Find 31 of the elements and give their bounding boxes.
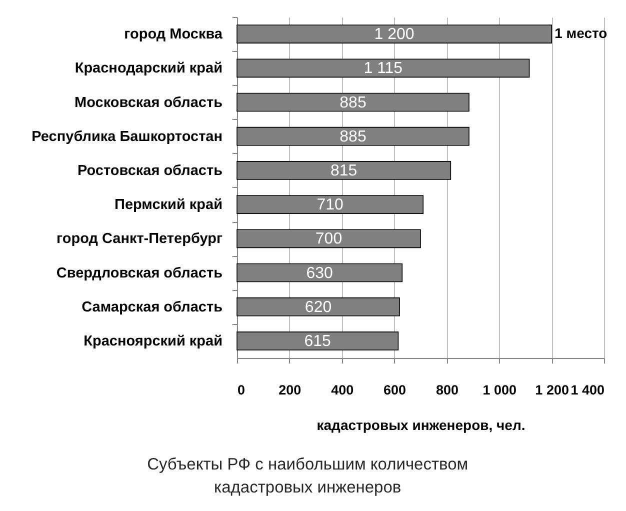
y-tick-label: Московская область bbox=[74, 94, 223, 111]
data-label: 615 bbox=[304, 332, 332, 350]
data-label: 1 115 bbox=[364, 60, 403, 78]
data-label: 710 bbox=[316, 196, 344, 214]
y-tick-label: город Санкт-Петербург bbox=[56, 231, 222, 248]
y-tick-label: Самарская область bbox=[82, 299, 223, 316]
x-tick-label: 400 bbox=[331, 382, 354, 398]
data-label: 885 bbox=[340, 128, 366, 146]
x-tick-label: 800 bbox=[436, 382, 458, 398]
data-label: 630 bbox=[306, 264, 334, 282]
x-tick-label: 1 200 bbox=[535, 382, 569, 398]
y-tick-label: Республика Башкортостан bbox=[32, 128, 222, 145]
text: Субъекты РФ с наибольшим количеством кадастровых инженеров bbox=[147, 456, 468, 496]
y-tick-label: город Москва bbox=[124, 26, 224, 43]
data-label: 1 200 bbox=[374, 26, 414, 44]
y-tick-label: Пермский край bbox=[114, 197, 222, 214]
y-tick-label: Краснодарский край bbox=[74, 60, 222, 77]
annotation: 1 место bbox=[554, 25, 608, 42]
data-label: 700 bbox=[315, 230, 342, 248]
x-axis-title: кадастровых инженеров, чел. bbox=[316, 417, 526, 433]
y-tick-label: Свердловская область bbox=[56, 265, 223, 282]
data-label: 815 bbox=[330, 162, 358, 180]
y-tick-label: Ростовская область bbox=[77, 162, 223, 179]
x-tick-label: 600 bbox=[384, 382, 406, 398]
x-tick-label: 1 000 bbox=[482, 382, 517, 398]
x-tick-label: 0 bbox=[238, 382, 246, 398]
data-label: 885 bbox=[340, 94, 366, 112]
y-tick-label: Красноярский край bbox=[84, 333, 222, 350]
x-tick-label: 1 400 bbox=[570, 382, 604, 398]
data-label: 620 bbox=[304, 298, 332, 316]
x-tick-label: 200 bbox=[278, 382, 302, 398]
